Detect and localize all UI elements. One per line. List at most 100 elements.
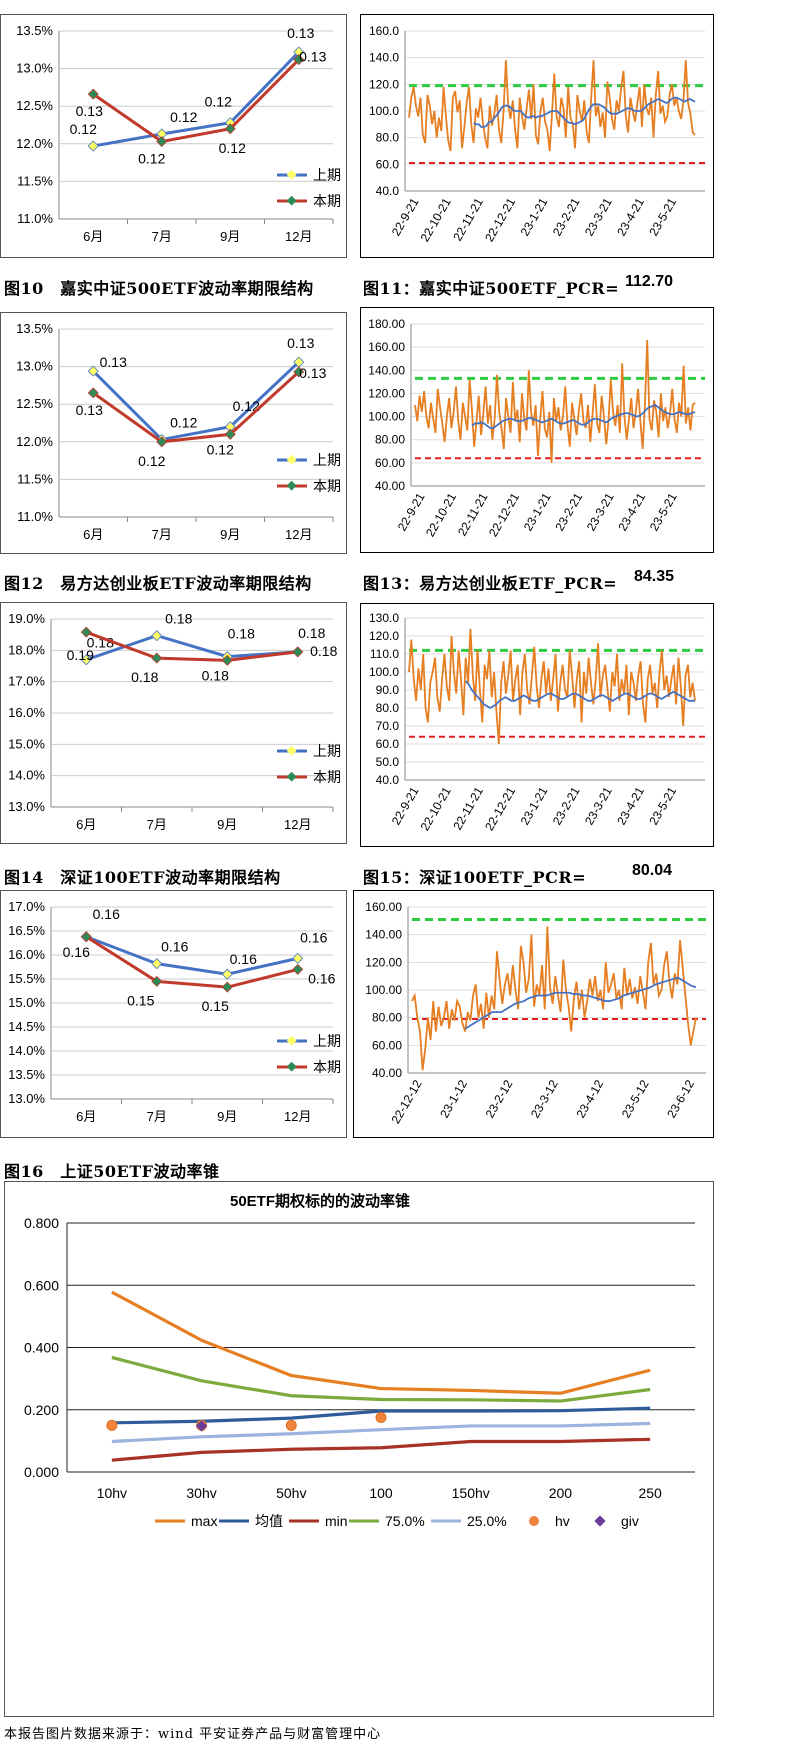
x-tick-label: 12月 — [284, 1109, 311, 1124]
y-tick-label: 13.0% — [8, 799, 45, 814]
fig15-chart-box: 130.0 120.0 110.0 100.0 90.0 80.0 70.0 60.0 50.0… — [360, 603, 714, 847]
pcr-mean-line — [473, 96, 696, 128]
y-tick-label: 0.000 — [24, 1464, 59, 1480]
hv-point — [375, 1412, 387, 1424]
data-label: 0.18 — [298, 625, 325, 641]
data-point — [221, 968, 233, 980]
data-point — [293, 366, 305, 378]
legend-label: 上期 — [313, 1033, 341, 1049]
data-point — [80, 654, 92, 666]
x-tick-label: 22-11-21 — [450, 784, 486, 832]
data-label: 0.12 — [233, 398, 260, 414]
legend-label: giv — [621, 1513, 639, 1529]
x-tick-label: 23-3-21 — [582, 195, 615, 238]
x-tick-label: 9月 — [217, 817, 237, 832]
fig11-chart-box: 160.0 140.0 120.0 100.0 80.0 60.0 40.0 22-9-21 2… — [360, 14, 714, 258]
x-tick-label: 7月 — [147, 817, 167, 832]
data-point — [156, 436, 168, 448]
data-point — [151, 958, 163, 970]
fig14-caption: 图14 深证100ETF波动率期限结构 — [4, 868, 281, 887]
x-tick-label: 23-4-12 — [573, 1077, 606, 1120]
pcr-series-line — [414, 340, 696, 463]
x-tick-label: 22-9-21 — [395, 490, 428, 533]
cone-series-75.0% — [111, 1355, 651, 1403]
x-tick-label: 23-4-21 — [614, 195, 647, 238]
data-point — [224, 123, 236, 135]
data-label: 0.18 — [165, 611, 192, 627]
fig13-pcr-value: 84.35 — [634, 568, 675, 585]
x-tick-label: 22-10-21 — [418, 784, 454, 833]
x-tick-label: 23-4-21 — [614, 784, 647, 827]
x-tick-label: 23-3-21 — [584, 490, 617, 533]
data-point — [221, 654, 233, 666]
data-label: 0.16 — [93, 906, 120, 922]
y-tick-label: 13.0% — [8, 1091, 45, 1106]
y-tick-label: 140.00 — [368, 363, 405, 377]
y-tick-label: 160.0 — [369, 24, 399, 38]
y-tick-label: 120.0 — [369, 77, 399, 91]
data-point — [293, 46, 305, 58]
y-tick-label: 40.00 — [375, 479, 405, 493]
y-tick-label: 13.5% — [16, 23, 53, 38]
data-label: 0.18 — [202, 667, 229, 683]
x-tick-label: 7月 — [152, 229, 172, 244]
data-label: 0.16 — [161, 939, 188, 955]
y-tick-label: 40.0 — [376, 773, 400, 787]
data-label: 0.13 — [76, 402, 103, 418]
x-tick-label: 22-12-21 — [482, 784, 518, 833]
cone-series-min — [111, 1437, 651, 1462]
y-tick-label: 12.0% — [16, 434, 53, 449]
x-tick-label: 23-5-12 — [619, 1077, 652, 1120]
y-tick-label: 80.00 — [372, 1011, 402, 1025]
source-footer: 本报告图片数据来源于：wind 平安证券产品与财富管理中心 — [4, 1727, 382, 1742]
pcr-series-line — [408, 628, 696, 745]
x-tick-label: 6月 — [76, 817, 96, 832]
y-tick-label: 13.5% — [16, 321, 53, 336]
legend-label: hv — [555, 1513, 570, 1529]
data-label: 0.12 — [138, 453, 165, 469]
data-point — [151, 975, 163, 987]
legend-label: 均值 — [255, 1513, 283, 1529]
y-tick-label: 0.800 — [24, 1215, 59, 1231]
data-point — [80, 626, 92, 638]
data-point — [156, 136, 168, 148]
data-label: 0.13 — [299, 365, 326, 381]
series-line-curr — [92, 58, 300, 144]
data-label: 0.18 — [310, 643, 337, 659]
y-tick-label: 16.0% — [8, 705, 45, 720]
x-tick-label: 22-11-21 — [455, 490, 491, 538]
pcr-mean-line — [471, 403, 696, 430]
y-tick-label: 19.0% — [8, 611, 45, 626]
y-tick-label: 60.0 — [376, 737, 400, 751]
data-point — [293, 54, 305, 66]
data-point — [293, 356, 305, 368]
data-label: 0.12 — [219, 140, 246, 156]
y-tick-label: 110.0 — [370, 647, 399, 661]
data-point — [80, 931, 92, 943]
fig10-chart-box: 13.5% 13.0% 12.5% 12.0% 11.5% 11.0% 6月 7月 9月 12月 0… — [0, 14, 347, 258]
fig14-chart: 19.0% 18.0% 17.0% 16.0% 15.0% 14.0% 13.0% 6月 7月 9… — [8, 611, 341, 832]
y-tick-label: 80.0 — [376, 131, 400, 145]
series-line-curr — [92, 370, 300, 444]
data-label: 0.13 — [287, 25, 314, 41]
x-tick-label: 10hv — [97, 1485, 127, 1501]
y-tick-label: 70.0 — [376, 719, 400, 733]
x-tick-label: 7月 — [147, 1109, 167, 1124]
legend-marker — [286, 480, 297, 491]
fig15-chart: 130.0 120.0 110.0 100.0 90.0 80.0 70.0 60.0 50.0… — [369, 611, 705, 833]
data-point — [156, 128, 168, 140]
x-tick-label: 6月 — [83, 229, 103, 244]
legend-marker — [594, 1515, 606, 1527]
x-tick-label: 50hv — [276, 1485, 306, 1501]
y-tick-label: 180.00 — [368, 317, 405, 331]
y-tick-label: 120.0 — [369, 629, 399, 643]
x-tick-label: 23-1-21 — [518, 195, 551, 238]
x-tick-label: 12月 — [284, 817, 311, 832]
y-tick-label: 140.00 — [365, 928, 402, 942]
x-tick-label: 23-6-12 — [664, 1077, 697, 1120]
data-label: 0.12 — [170, 109, 197, 125]
data-label: 0.16 — [230, 951, 257, 967]
series-line-prev — [85, 935, 299, 976]
cone-title: 50ETF期权标的的波动率锥 — [230, 1192, 410, 1210]
data-point — [87, 140, 99, 152]
